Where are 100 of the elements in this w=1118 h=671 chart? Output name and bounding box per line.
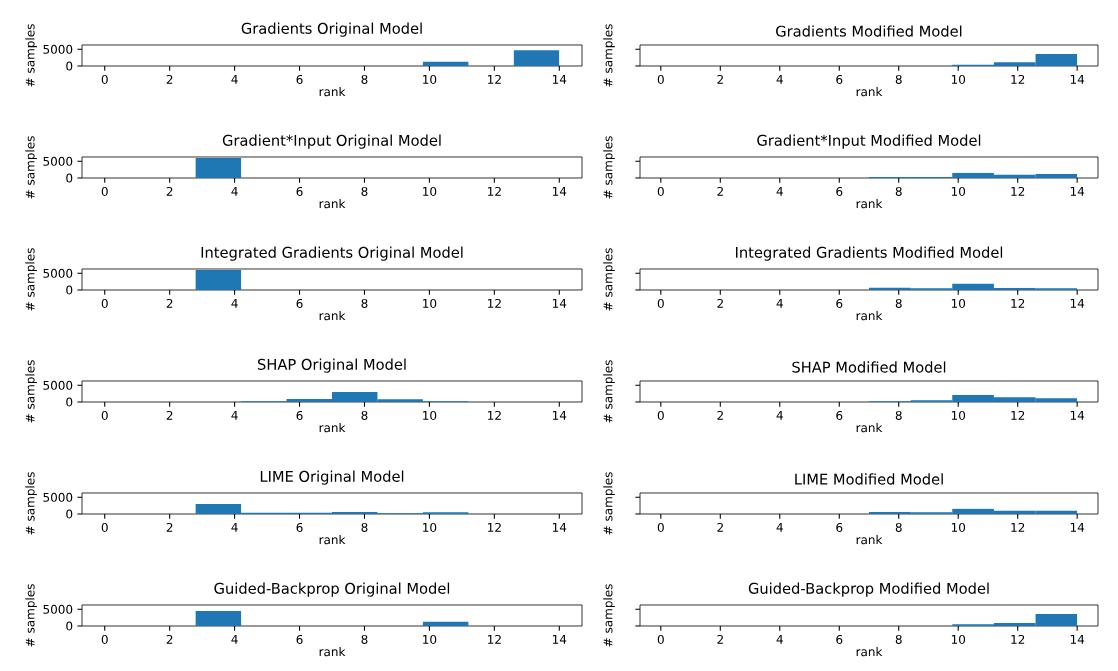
x-tick-label: 2 bbox=[166, 74, 173, 84]
y-axis-title: # samples bbox=[603, 360, 615, 423]
y-tick-label: 0 bbox=[66, 285, 73, 295]
x-tick-label: 12 bbox=[488, 634, 501, 644]
x-tick-label: 2 bbox=[166, 410, 173, 420]
x-tick-label: 14 bbox=[552, 186, 567, 196]
x-tick-label: 10 bbox=[951, 298, 966, 308]
y-tick-label: 0 bbox=[66, 621, 73, 631]
y-axis-title: # samples bbox=[25, 24, 37, 87]
x-axis-title: rank bbox=[856, 86, 883, 97]
y-axis-title: # samples bbox=[603, 584, 615, 647]
x-tick-label: 6 bbox=[836, 634, 843, 644]
x-tick-label: 6 bbox=[296, 410, 303, 420]
x-tick-label: 8 bbox=[895, 410, 902, 420]
y-tick-label: 5000 bbox=[43, 380, 73, 390]
x-tick-label: 4 bbox=[231, 298, 238, 308]
y-axis-title: # samples bbox=[25, 136, 37, 199]
x-axis-title: rank bbox=[319, 198, 346, 209]
y-axis-title: # samples bbox=[25, 248, 37, 311]
x-tick-label: 8 bbox=[895, 634, 902, 644]
x-tick-label: 10 bbox=[423, 298, 437, 308]
x-tick-label: 10 bbox=[423, 522, 437, 532]
x-tick-label: 6 bbox=[296, 186, 303, 196]
y-tick-label: 0 bbox=[66, 61, 73, 71]
x-tick-label: 8 bbox=[895, 522, 902, 532]
x-tick-label: 8 bbox=[361, 634, 368, 644]
x-tick-label: 10 bbox=[951, 634, 966, 644]
y-tick-label: 0 bbox=[66, 173, 73, 183]
x-tick-label: 2 bbox=[717, 298, 723, 308]
x-tick-label: 0 bbox=[657, 298, 664, 308]
x-tick-label: 0 bbox=[657, 410, 664, 420]
y-axis-title: # samples bbox=[603, 248, 615, 311]
x-tick-label: 2 bbox=[166, 298, 173, 308]
x-tick-label: 2 bbox=[717, 410, 723, 420]
x-tick-label: 12 bbox=[1011, 74, 1025, 84]
chart-title: Integrated Gradients Modified Model bbox=[736, 246, 1003, 261]
x-tick-label: 8 bbox=[361, 74, 368, 84]
x-tick-label: 6 bbox=[836, 410, 843, 420]
x-tick-label: 2 bbox=[717, 634, 723, 644]
x-tick-label: 4 bbox=[231, 410, 238, 420]
x-tick-label: 6 bbox=[836, 522, 843, 532]
y-tick-label: 5000 bbox=[43, 44, 73, 54]
x-tick-label: 0 bbox=[657, 186, 664, 196]
x-tick-label: 8 bbox=[895, 298, 902, 308]
x-axis-title: rank bbox=[856, 310, 883, 321]
x-tick-label: 0 bbox=[657, 522, 664, 532]
x-tick-label: 4 bbox=[231, 634, 238, 644]
x-tick-label: 8 bbox=[361, 298, 368, 308]
x-tick-label: 12 bbox=[488, 74, 501, 84]
x-tick-label: 12 bbox=[1011, 634, 1025, 644]
chart-title: LIME Modified Model bbox=[795, 473, 943, 485]
x-tick-label: 4 bbox=[776, 634, 783, 644]
x-tick-label: 14 bbox=[1070, 634, 1085, 644]
x-tick-label: 14 bbox=[552, 410, 567, 420]
x-tick-label: 6 bbox=[836, 186, 843, 196]
x-tick-label: 4 bbox=[776, 186, 783, 196]
x-tick-label: 8 bbox=[361, 186, 368, 196]
x-tick-label: 14 bbox=[552, 74, 567, 84]
y-axis-title: # samples bbox=[603, 472, 615, 535]
y-axis-title: # samples bbox=[25, 472, 37, 535]
x-tick-label: 0 bbox=[101, 74, 108, 84]
x-tick-label: 0 bbox=[101, 634, 108, 644]
y-axis-title: # samples bbox=[603, 24, 615, 87]
x-axis-title: rank bbox=[319, 86, 346, 97]
x-tick-label: 2 bbox=[717, 74, 723, 84]
chart-title: SHAP Original Model bbox=[257, 358, 406, 373]
x-tick-label: 12 bbox=[488, 522, 501, 532]
x-tick-label: 14 bbox=[552, 298, 567, 308]
y-tick-label: 0 bbox=[66, 397, 73, 407]
x-tick-label: 10 bbox=[423, 186, 437, 196]
y-tick-label: 5000 bbox=[43, 156, 73, 166]
x-tick-label: 8 bbox=[361, 522, 368, 532]
x-axis-title: rank bbox=[319, 422, 346, 433]
x-tick-label: 0 bbox=[101, 410, 108, 420]
x-tick-label: 6 bbox=[296, 298, 303, 308]
x-tick-label: 2 bbox=[717, 522, 723, 532]
x-tick-label: 8 bbox=[361, 410, 368, 420]
x-axis-title: rank bbox=[856, 422, 883, 433]
x-tick-label: 6 bbox=[836, 74, 843, 84]
x-tick-label: 10 bbox=[423, 634, 437, 644]
x-tick-label: 12 bbox=[488, 186, 501, 196]
x-tick-label: 14 bbox=[1070, 410, 1085, 420]
chart-title: Gradient*Input Modified Model bbox=[757, 134, 981, 149]
x-tick-label: 0 bbox=[657, 74, 664, 84]
x-tick-label: 6 bbox=[296, 522, 303, 532]
y-tick-label: 5000 bbox=[43, 604, 73, 614]
x-tick-label: 0 bbox=[657, 634, 664, 644]
x-tick-label: 14 bbox=[1070, 522, 1085, 532]
chart-title: Guided-Backprop Modified Model bbox=[748, 582, 989, 597]
x-tick-label: 10 bbox=[951, 186, 966, 196]
chart-title: Gradient*Input Original Model bbox=[222, 134, 441, 149]
x-tick-label: 2 bbox=[166, 522, 173, 532]
y-tick-label: 5000 bbox=[43, 492, 73, 502]
chart-title: Integrated Gradients Original Model bbox=[201, 246, 463, 261]
x-tick-label: 10 bbox=[951, 410, 966, 420]
x-tick-label: 12 bbox=[488, 298, 501, 308]
x-tick-label: 10 bbox=[951, 74, 966, 84]
x-tick-label: 14 bbox=[1070, 186, 1085, 196]
x-tick-label: 12 bbox=[1011, 410, 1025, 420]
x-tick-label: 0 bbox=[101, 186, 108, 196]
